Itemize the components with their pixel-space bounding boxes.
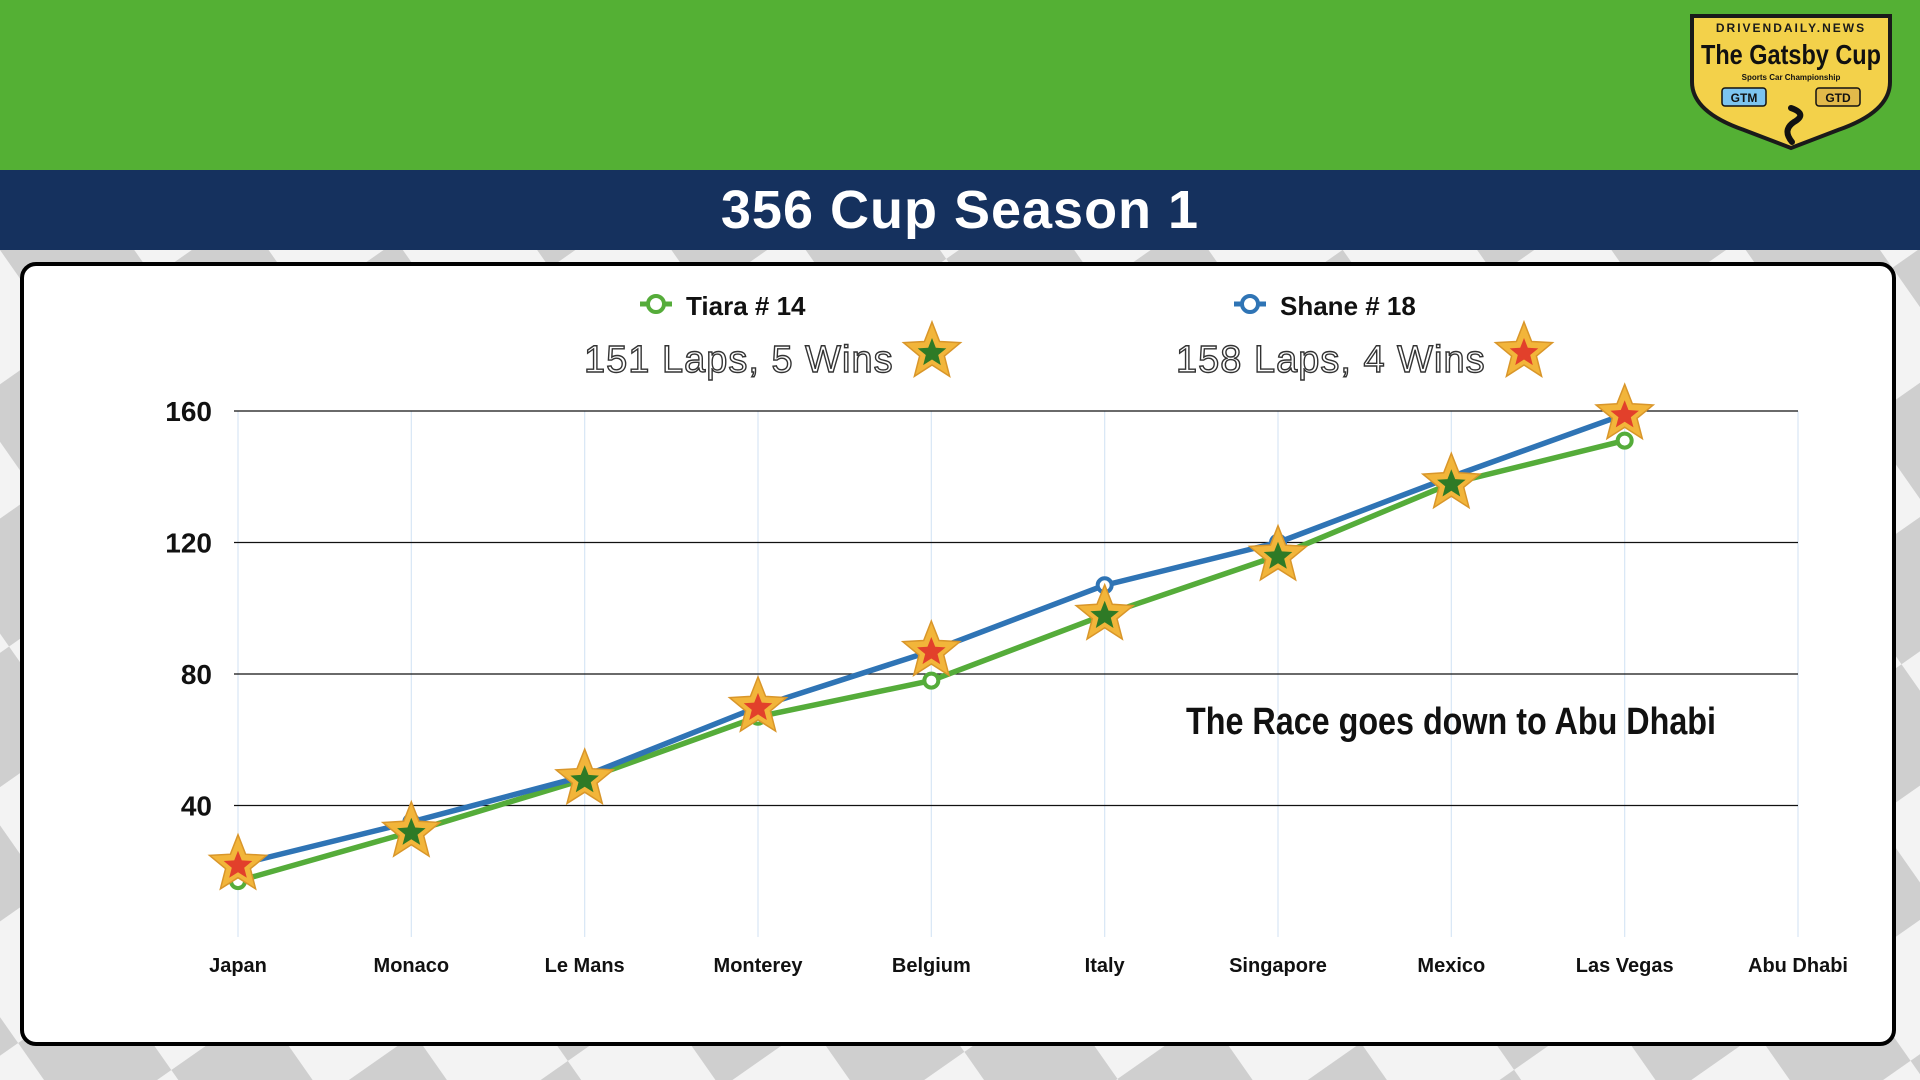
legend-shane-marker	[1240, 294, 1260, 314]
winner-star-icon	[1420, 451, 1482, 510]
tiara-summary: 151 Laps, 5 Wins	[584, 339, 894, 381]
data-point-tiara	[1615, 431, 1634, 450]
winner-star-icon	[1074, 582, 1136, 641]
chart-panel	[20, 262, 1896, 1046]
legend-shane: Shane # 18	[1234, 291, 1416, 321]
page-title: 356 Cup Season 1	[720, 180, 1200, 240]
gatsby-cup-logo: DRIVENDAILY.NEWS The Gatsby Cup Sports C…	[1690, 14, 1892, 151]
data-point-tiara	[922, 671, 941, 690]
y-tick-label: 40	[181, 791, 212, 822]
shane-summary: 158 Laps, 4 Wins	[1176, 339, 1486, 381]
x-tick-label: Singapore	[1229, 955, 1327, 977]
logo-subtitle-text: Sports Car Championship	[1742, 73, 1841, 82]
x-tick-label: Belgium	[892, 955, 971, 977]
winner-star-icon	[554, 747, 616, 806]
legend-tiara-label: Tiara # 14	[686, 291, 806, 321]
winner-star-icon	[1594, 382, 1656, 441]
winner-star-icon	[900, 618, 962, 677]
legend-tiara-marker	[646, 294, 666, 314]
x-tick-label: Le Mans	[545, 955, 625, 977]
y-tick-label: 120	[165, 528, 212, 559]
y-tick-label: 80	[181, 659, 212, 690]
grid-layer	[234, 410, 1799, 937]
star-icon	[901, 319, 963, 378]
x-tick-label: Monaco	[374, 955, 450, 977]
marker-layer	[207, 382, 1656, 891]
winner-star-icon	[380, 799, 442, 858]
x-tick-label: Abu Dhabi	[1748, 955, 1848, 977]
axis-layer: 40 80 120 160 Japan Monaco Le Mans Monterey Belg…	[165, 396, 1848, 977]
x-tick-label: Mexico	[1417, 955, 1485, 977]
x-tick-label: Japan	[209, 955, 267, 977]
logo-name-text: The Gatsby Cup	[1701, 39, 1881, 70]
logo-gtm-text: GTM	[1731, 91, 1758, 105]
top-green-band	[0, 0, 1920, 170]
legend-star-shane-icon	[1493, 319, 1555, 378]
chart-annotation: The Race goes down to Abu Dhabi	[1186, 701, 1716, 743]
title-band: 356 Cup Season 1	[0, 170, 1920, 250]
logo-gtd-text: GTD	[1825, 91, 1851, 105]
legend-shane-label: Shane # 18	[1280, 291, 1416, 321]
x-tick-label: Monterey	[714, 955, 804, 977]
star-icon	[1493, 319, 1555, 378]
legend-star-tiara-icon	[901, 319, 963, 378]
x-tick-label: Italy	[1085, 955, 1126, 977]
legend-tiara: Tiara # 14	[640, 291, 806, 321]
logo-site-text: DRIVENDAILY.NEWS	[1716, 21, 1866, 35]
winner-star-icon	[1247, 523, 1309, 582]
y-tick-label: 160	[165, 396, 212, 427]
x-tick-label: Las Vegas	[1576, 955, 1674, 977]
winner-star-icon	[207, 832, 269, 891]
winner-star-icon	[727, 674, 789, 733]
